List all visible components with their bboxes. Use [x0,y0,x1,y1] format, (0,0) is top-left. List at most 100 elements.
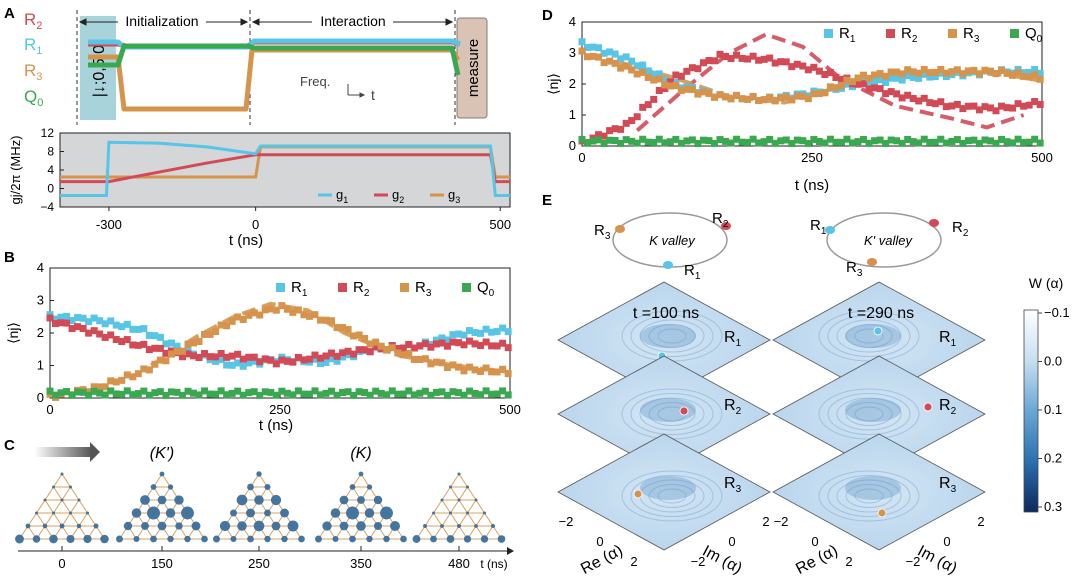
panel-d-y-tick: 3 [569,45,576,60]
lattice-site [457,472,461,476]
panel-b-point-Q0 [471,389,479,397]
valley-label-right: K' valley [864,233,914,248]
panel-b-point-R3 [399,351,407,359]
panel-d-point-R2 [788,63,796,71]
panel-d-point-R3 [915,69,923,77]
lattice-bond [433,499,443,514]
row-label-q0: Q0 [24,87,43,109]
coupling-legend: g1 g2 g3 [318,187,460,205]
panel-d-point-Q0 [876,136,884,144]
interaction-label: Interaction [320,13,385,29]
panel-d-point-R2 [705,57,713,65]
panel-d-point-R3 [733,91,741,99]
row-label-r3: R3 [24,61,42,83]
panel-d-point-Q0 [959,139,967,147]
panel-b-point-R2 [339,349,347,357]
panel-d-point-R2 [595,131,603,139]
panel-d-point-R3 [738,95,746,103]
lattice-site [281,535,288,543]
colorbar-tick: 0.1 [1044,402,1062,417]
panel-d-point-R1 [904,72,912,80]
lattice-bond [441,512,451,527]
panel-c-time-tick: 150 [151,556,173,571]
panel-b-point-Q0 [432,388,440,396]
panel-b-point-R3 [443,364,451,372]
lattice-site [330,508,341,518]
panel-b-point-R3 [245,311,253,319]
lattice-site [332,535,339,543]
panel-b-point-R3 [267,305,275,313]
panel-b-point-R2 [316,354,324,362]
panel-d-point-Q0 [948,137,956,145]
panel-d-point-R3 [628,66,636,74]
wigner-plane [557,433,771,551]
k-prime-label: (K') [150,445,174,462]
panel-b-x-tick: 0 [46,402,53,417]
panel-d-point-R1 [843,80,851,88]
panel-b-point-R2 [355,346,363,354]
panel-b-point-R3 [361,335,369,343]
panel-b-point-Q0 [101,391,109,399]
panel-b-point-R2 [245,353,253,361]
im-tick: −2 [906,554,921,569]
lattice-site [383,535,390,543]
panel-d-point-R2 [948,102,956,110]
panel-b-point-Q0 [372,387,380,395]
panel-b-point-R2 [184,350,192,358]
lattice-site [256,471,262,477]
panel-d-point-Q0 [744,138,752,146]
panel-d-point-R2 [942,103,950,111]
wigner-contour [818,470,920,522]
lattice-bond [475,499,485,514]
panel-d-point-R3 [771,97,779,105]
panel-b-point-Q0 [129,391,137,399]
lattice-site [213,535,220,543]
panel-d-point-R2 [644,101,652,109]
panel-b-point-R2 [289,358,297,366]
panel-b-legend-marker-R3 [400,283,409,292]
panel-b-y-ticks: 4 3 2 1 0 [37,260,54,405]
panel-d-point-R1 [611,50,619,58]
panel-b-point-R1 [173,342,181,350]
panel-b-point-R3 [234,313,242,321]
panel-d-point-Q0 [644,138,652,146]
panel-d-point-Q0 [887,136,895,144]
panel-d-point-R3 [683,85,691,93]
panel-d-point-Q0 [716,136,724,144]
panel-b-point-Q0 [300,390,308,398]
lattice-site [77,498,81,502]
panel-b-point-R2 [432,340,440,348]
panel-d-point-R2 [650,95,658,103]
valley-label-left: K valley [649,233,696,248]
lattice-site [52,485,55,489]
panel-d-point-R2 [804,66,812,74]
panel-a-letter: A [4,5,15,22]
panel-b-point-R1 [90,314,98,322]
panel-b-point-Q0 [355,388,363,396]
panel-b-point-R2 [151,344,159,352]
panel-d-data [578,32,1044,148]
panel-b-point-R3 [316,316,324,324]
panel-d-x-tick: 500 [1031,150,1053,165]
im-axis-label: Im (α) [700,543,745,578]
panel-b-point-Q0 [68,391,76,399]
panel-d-point-Q0 [904,135,912,143]
panel-b-point-R2 [118,337,126,345]
panel-b-point-R3 [438,359,446,367]
panel-d-point-R1 [600,49,608,57]
lattice-site [497,535,506,543]
panel-b-point-R2 [145,346,153,354]
panel-d-point-Q0 [882,140,890,148]
panel-d-point-R1 [1031,66,1039,74]
panel-d-legend-marker-R1 [824,29,833,38]
panel-d-point-R1 [1036,69,1044,77]
panel-b-point-R3 [201,330,209,338]
panel-b-point-R3 [96,383,104,391]
panel-b-point-R2 [350,350,358,358]
panel-b-point-Q0 [416,389,424,397]
lattice-site [230,535,237,543]
panel-d-point-R3 [998,66,1006,74]
panel-d-point-Q0 [865,139,873,147]
panel-d-point-R1 [617,55,625,63]
lattice-site [247,535,254,543]
